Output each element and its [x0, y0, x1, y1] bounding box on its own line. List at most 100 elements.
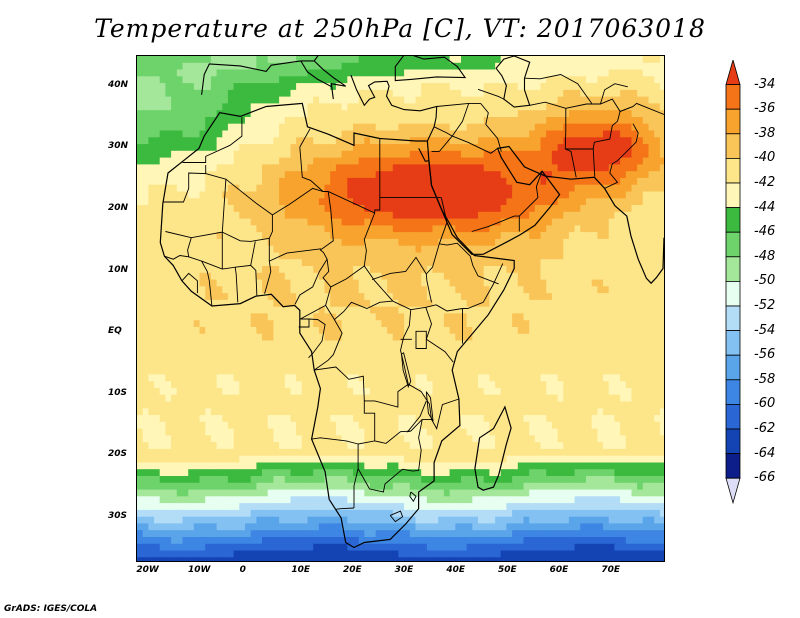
country-border [162, 165, 207, 203]
country-border [299, 138, 381, 214]
country-border [619, 102, 664, 115]
x-tick-label: 50E [498, 565, 517, 575]
country-border [182, 117, 243, 163]
y-tick-label: 30N [108, 141, 129, 152]
colorbar-label: -58 [754, 371, 776, 387]
lake-outline [401, 352, 412, 388]
colorbar-label: -64 [754, 445, 776, 461]
y-tick-label: 40N [108, 79, 129, 90]
colorbar-swatch [725, 354, 741, 381]
country-border [425, 307, 432, 340]
x-tick-label: 20E [343, 565, 362, 575]
colorbar-swatch [725, 182, 741, 209]
colorbar-label: -60 [754, 396, 776, 412]
credit-text: GrADS: IGES/COLA [4, 604, 98, 614]
country-border [599, 83, 628, 105]
country-border [314, 366, 365, 401]
country-border [371, 256, 432, 303]
country-border [592, 148, 596, 177]
colorbar-label: -56 [754, 347, 776, 363]
colorbar-label: -50 [754, 273, 776, 289]
chart-title: Temperature at 250hPa [C], VT: 201706301… [94, 14, 706, 43]
colorbar-label: -62 [754, 421, 776, 436]
colorbar-swatch [725, 231, 741, 258]
colorbar-label: -36 [754, 101, 776, 117]
colorbar-swatch [725, 379, 741, 405]
map-panel [136, 55, 665, 562]
country-border [374, 419, 423, 444]
country-border [409, 491, 417, 503]
country-border [235, 264, 258, 297]
colorbar-swatch [725, 453, 741, 479]
colorbar-label: -48 [754, 248, 776, 264]
country-border [300, 305, 326, 320]
colorbar-label: -42 [754, 175, 776, 190]
country-border [164, 237, 192, 260]
y-tick-label: 20N [108, 202, 129, 213]
x-tick-label: 10W [188, 565, 211, 575]
country-border [188, 256, 213, 307]
country-border [311, 437, 359, 445]
country-border [313, 319, 343, 371]
colorbar-swatch [725, 428, 741, 455]
colorbar-swatch [725, 280, 741, 307]
black-sea-coastline [394, 56, 467, 82]
country-border [250, 241, 256, 266]
country-border [353, 383, 409, 508]
colorbar-bottom-arrow [725, 477, 741, 505]
colorbar-swatch [725, 330, 741, 356]
italy-coastline [300, 60, 347, 100]
country-border [433, 126, 498, 154]
country-border [541, 170, 546, 177]
colorbar-swatch [725, 84, 741, 110]
country-border [335, 507, 355, 510]
country-border [431, 398, 460, 430]
country-border [604, 123, 639, 189]
colorbar-label: -66 [754, 470, 776, 486]
colorbar-swatch [725, 403, 741, 430]
colorbar [725, 60, 741, 505]
country-border [222, 178, 273, 242]
colorbar-swatch [725, 305, 741, 332]
y-tick-label: 10S [108, 387, 128, 398]
x-tick-label: 0 [239, 565, 246, 575]
country-border [426, 338, 454, 363]
suez-coastline [418, 148, 420, 150]
sinai-coastline [418, 148, 429, 162]
lake-outline [415, 330, 427, 349]
x-tick-label: 70E [601, 565, 621, 575]
colorbar-swatch [725, 108, 741, 135]
country-border [294, 258, 328, 305]
colorbar-swatch [725, 207, 741, 233]
x-tick-label: 10E [291, 565, 311, 575]
country-border [480, 103, 502, 152]
colorbar-swatch [725, 158, 741, 184]
temperature-map [137, 56, 664, 561]
colorbar-label: -52 [754, 298, 776, 313]
y-tick-label: EQ [108, 326, 122, 337]
country-border [406, 400, 427, 433]
x-tick-label: 30E [394, 565, 414, 575]
lake-outline [425, 391, 434, 422]
country-border [436, 102, 469, 107]
africa-coastline [159, 102, 515, 549]
country-border [319, 191, 376, 288]
country-border [477, 88, 504, 100]
country-border [435, 263, 504, 312]
country-border [529, 101, 577, 178]
country-border [325, 286, 393, 321]
colorbar-label: -44 [754, 199, 776, 215]
colorbar-top-arrow [725, 60, 741, 86]
arabia-india-coastline [428, 145, 664, 285]
country-border [299, 128, 311, 148]
x-tick-label: 20W [136, 565, 159, 575]
colorbar-label: -34 [754, 76, 776, 92]
country-border [272, 187, 324, 216]
y-tick-label: 20S [108, 449, 128, 460]
colorbar-swatch [725, 133, 741, 159]
country-border [469, 256, 499, 285]
caspian-coastline [495, 56, 531, 108]
country-border [181, 272, 198, 294]
country-border [357, 419, 423, 493]
country-border [308, 318, 326, 359]
